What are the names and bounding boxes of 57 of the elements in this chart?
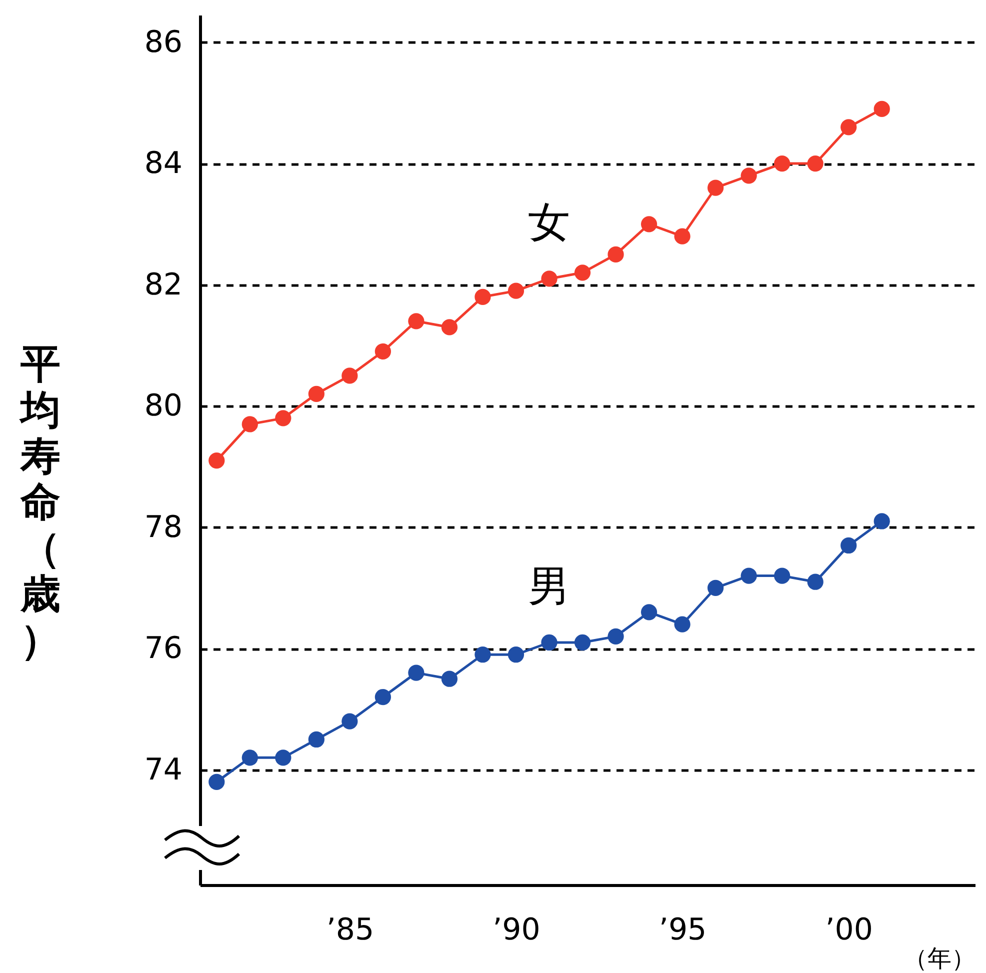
point xyxy=(441,319,458,336)
point xyxy=(275,750,292,766)
y-tick-label: 82 xyxy=(144,267,182,302)
point xyxy=(640,604,658,620)
point xyxy=(541,634,558,651)
point xyxy=(574,264,591,281)
point xyxy=(840,119,857,136)
point xyxy=(674,616,690,632)
y-tick-label: 80 xyxy=(144,388,182,424)
point xyxy=(874,513,890,530)
point xyxy=(474,646,491,663)
y-tick-label: 78 xyxy=(144,510,182,545)
point xyxy=(674,228,690,244)
point xyxy=(707,580,724,596)
point xyxy=(342,713,358,730)
y-tick-label: 74 xyxy=(144,752,182,788)
series-label: 男 xyxy=(528,561,570,610)
point xyxy=(608,628,624,644)
point xyxy=(574,634,591,651)
point xyxy=(374,689,391,706)
point xyxy=(840,537,857,554)
x-tick-label: ’95 xyxy=(658,912,707,948)
point xyxy=(441,670,458,687)
x-tick-label: ’00 xyxy=(825,912,873,948)
point xyxy=(807,574,824,590)
y-tick-label: 84 xyxy=(144,146,182,182)
point xyxy=(242,416,258,432)
point xyxy=(208,452,225,469)
point xyxy=(208,774,225,790)
point xyxy=(474,288,491,305)
y-tick-label: 76 xyxy=(144,631,182,666)
point xyxy=(342,368,358,384)
point xyxy=(508,646,524,663)
series-label: 女 xyxy=(528,198,570,247)
point xyxy=(874,100,890,118)
y-tick-label: 86 xyxy=(144,24,182,60)
point xyxy=(308,731,324,748)
point xyxy=(608,246,624,263)
point xyxy=(242,750,258,766)
y-axis-title: 平均寿命（歳） xyxy=(18,342,60,664)
point xyxy=(541,270,558,287)
x-tick-label: ’85 xyxy=(326,912,374,948)
point xyxy=(740,168,757,184)
point xyxy=(374,343,391,360)
point xyxy=(774,568,790,584)
point xyxy=(807,155,824,172)
point xyxy=(707,180,724,196)
point xyxy=(308,386,324,402)
x-axis-title: （年） xyxy=(904,944,976,972)
point xyxy=(408,664,424,681)
point xyxy=(408,313,424,330)
point xyxy=(275,410,292,426)
point xyxy=(774,155,790,172)
point xyxy=(508,282,524,299)
point xyxy=(740,568,757,584)
point xyxy=(640,216,658,232)
x-tick-label: ’90 xyxy=(492,912,540,948)
